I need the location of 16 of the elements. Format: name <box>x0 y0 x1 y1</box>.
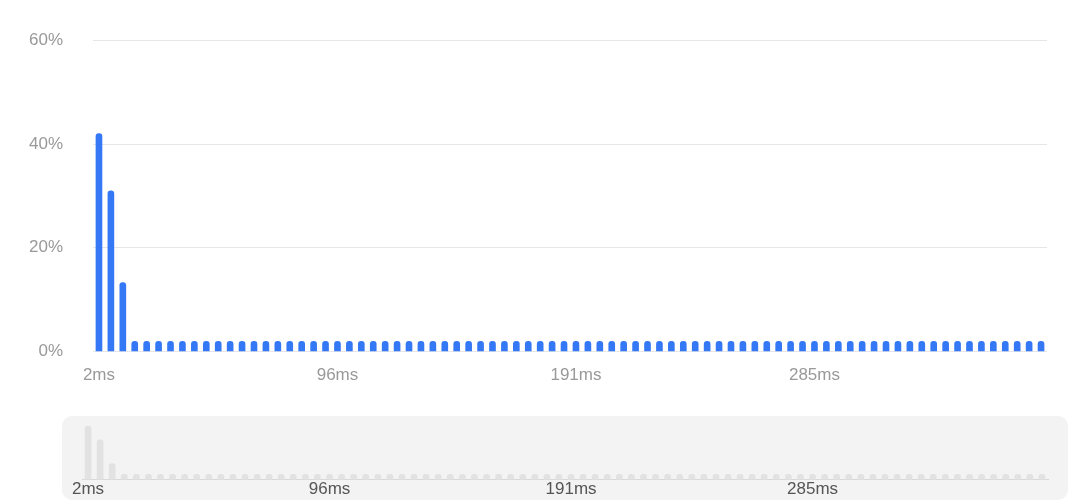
y-tick-label: 20% <box>28 237 63 257</box>
bar <box>119 282 127 352</box>
bar <box>84 426 92 480</box>
x-tick-label: 96ms <box>308 479 351 499</box>
y-tick-label: 0% <box>38 341 63 361</box>
x-tick-label: 2ms <box>71 479 105 499</box>
y-tick-label: 40% <box>28 133 63 153</box>
x-tick-label: 285ms <box>787 479 839 499</box>
x-tick-label: 285ms <box>788 365 840 385</box>
bar <box>95 133 103 352</box>
x-tick-label: 2ms <box>82 365 116 385</box>
y-tick-label: 60% <box>28 29 63 49</box>
x-tick-label: 96ms <box>316 365 359 385</box>
bar <box>107 190 115 352</box>
x-tick-label: 191ms <box>545 479 597 499</box>
x-tick-label: 191ms <box>550 365 602 385</box>
